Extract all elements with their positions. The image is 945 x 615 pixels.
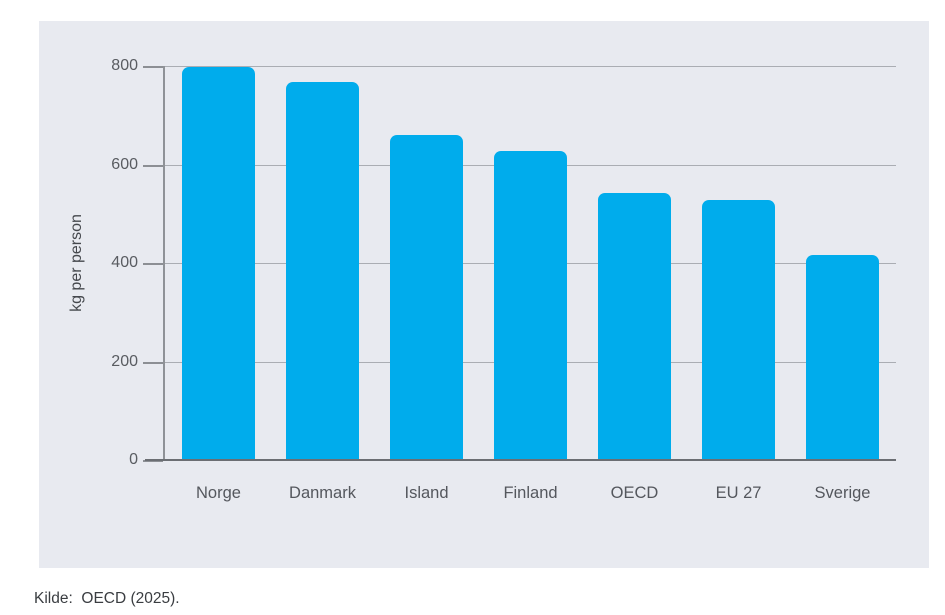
y-tick-800 xyxy=(143,66,163,68)
y-tick-label-0: 0 xyxy=(129,451,138,468)
x-label-Sverige: Sverige xyxy=(814,484,871,502)
x-axis-baseline xyxy=(145,459,896,461)
x-label-Danmark: Danmark xyxy=(289,484,356,502)
x-label-Island: Island xyxy=(404,484,449,502)
x-label-OECD: OECD xyxy=(610,484,659,502)
y-axis-line xyxy=(163,66,165,460)
chart-panel: kg per person 0 200 400 600 800 Norge Danmark I… xyxy=(39,21,929,568)
y-tick-0 xyxy=(143,460,163,462)
bar-Danmark xyxy=(286,81,359,460)
y-tick-label-800: 800 xyxy=(111,57,138,74)
source-note: Kilde: OECD (2025). xyxy=(34,590,180,607)
gridline-800 xyxy=(163,66,896,67)
bar-Island xyxy=(390,134,463,460)
y-tick-label-400: 400 xyxy=(111,254,138,271)
x-label-EU 27: EU 27 xyxy=(715,484,762,502)
y-tick-label-600: 600 xyxy=(111,155,138,173)
y-tick-600 xyxy=(143,164,163,167)
plot-area xyxy=(163,66,896,460)
bar-Finland xyxy=(494,150,567,460)
y-tick-200 xyxy=(143,361,163,364)
bar-EU 27 xyxy=(702,200,775,460)
x-label-Norge: Norge xyxy=(196,484,241,502)
y-tick-label-200: 200 xyxy=(111,352,138,370)
y-tick-400 xyxy=(143,263,163,265)
bar-Norge xyxy=(182,67,255,460)
bar-Sverige xyxy=(806,254,879,460)
bar-OECD xyxy=(598,192,671,460)
x-label-Finland: Finland xyxy=(503,484,558,502)
